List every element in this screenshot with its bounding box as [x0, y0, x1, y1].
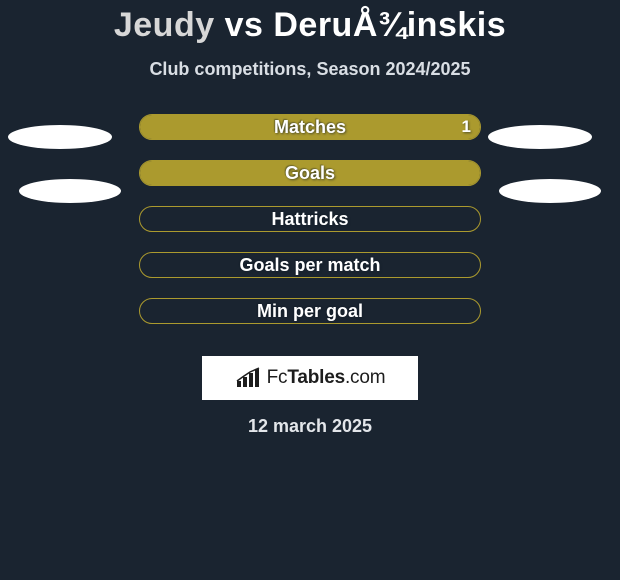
player-a-name: Jeudy — [114, 6, 215, 44]
attribution-logo: FcTables.com — [235, 367, 386, 389]
stat-bar — [139, 114, 481, 140]
bar-chart-icon — [235, 367, 263, 389]
stat-row: Hattricks — [0, 206, 620, 252]
stat-bar — [139, 298, 481, 324]
stat-bar-fill — [140, 161, 480, 185]
stat-row: Goals — [0, 160, 620, 206]
stat-bar — [139, 160, 481, 186]
stat-row: Goals per match — [0, 252, 620, 298]
stat-row: Min per goal — [0, 298, 620, 344]
stat-bar — [139, 206, 481, 232]
stat-rows: Matches1GoalsHattricksGoals per matchMin… — [0, 114, 620, 344]
logo-prefix: Fc — [267, 367, 288, 388]
comparison-infographic: Jeudy vs DeruÅ¾inskis Club competitions,… — [0, 0, 620, 580]
attribution-text: FcTables.com — [267, 367, 386, 389]
date-text: 12 march 2025 — [0, 416, 620, 437]
stat-bar-fill — [140, 115, 480, 139]
stat-bar — [139, 252, 481, 278]
logo-bold: Tables — [287, 367, 345, 388]
logo-suffix: .com — [345, 367, 385, 388]
stat-row: Matches1 — [0, 114, 620, 160]
vs-separator: vs — [225, 6, 264, 44]
player-b-name: DeruÅ¾inskis — [273, 6, 506, 44]
page-title: Jeudy vs DeruÅ¾inskis — [0, 0, 620, 45]
stat-value-right: 1 — [462, 117, 471, 137]
attribution-logo-box: FcTables.com — [202, 356, 418, 400]
subtitle: Club competitions, Season 2024/2025 — [0, 59, 620, 80]
